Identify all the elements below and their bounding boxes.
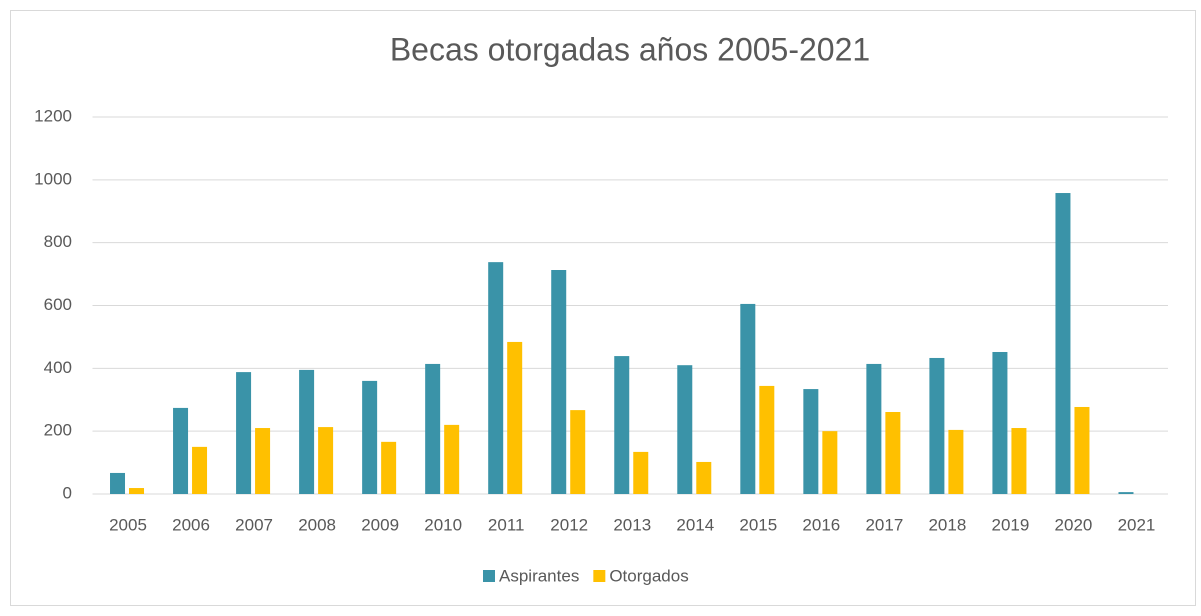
x-tick-label: 2012 — [550, 515, 588, 534]
x-tick-label: 2010 — [424, 515, 462, 534]
bar — [488, 262, 504, 494]
bar — [866, 363, 882, 494]
bar — [992, 351, 1008, 494]
x-tick-label: 2013 — [613, 515, 651, 534]
chart-title: Becas otorgadas años 2005-2021 — [390, 31, 870, 67]
bar — [1074, 406, 1090, 494]
x-tick-label: 2017 — [865, 515, 903, 534]
x-tick-label: 2008 — [298, 515, 336, 534]
bar — [822, 431, 838, 494]
x-tick-label: 2019 — [992, 515, 1030, 534]
x-tick-label: 2005 — [109, 515, 147, 534]
bar — [444, 424, 460, 494]
bar — [677, 365, 693, 494]
bar — [1011, 428, 1027, 494]
bar — [696, 461, 712, 494]
x-tick-label: 2006 — [172, 515, 210, 534]
bar — [362, 380, 378, 494]
x-tick-label: 2016 — [802, 515, 840, 534]
chart-frame — [10, 10, 1196, 606]
bar — [192, 446, 208, 494]
x-tick-label: 2011 — [488, 515, 525, 534]
bar — [1055, 193, 1071, 495]
bar — [173, 407, 189, 494]
x-tick-label: 2020 — [1055, 515, 1093, 534]
bar — [236, 372, 252, 494]
bar — [318, 427, 334, 494]
bar — [1118, 492, 1134, 494]
bar — [633, 451, 649, 494]
legend-swatch — [593, 570, 606, 582]
bar — [759, 385, 775, 494]
x-tick-label: 2009 — [361, 515, 399, 534]
y-tick-label: 400 — [44, 358, 72, 377]
legend-label: Otorgados — [609, 566, 688, 585]
bar — [551, 269, 567, 494]
x-tick-label: 2015 — [739, 515, 777, 534]
bar — [803, 389, 819, 494]
bar — [570, 410, 586, 494]
bar — [381, 441, 397, 494]
y-tick-label: 200 — [44, 421, 72, 440]
bar — [255, 428, 271, 494]
x-tick-label: 2014 — [676, 515, 714, 534]
bar — [740, 303, 756, 494]
bar — [948, 429, 964, 494]
y-tick-label: 800 — [44, 232, 72, 251]
x-tick-label: 2021 — [1118, 515, 1156, 534]
bar — [129, 488, 145, 494]
bar — [929, 357, 945, 494]
x-tick-label: 2018 — [928, 515, 966, 534]
y-tick-label: 600 — [44, 295, 72, 314]
bar — [110, 472, 126, 494]
bar — [507, 341, 523, 494]
legend-swatch — [483, 570, 495, 582]
y-tick-label: 1200 — [34, 106, 72, 125]
bar — [614, 356, 630, 494]
y-tick-label: 0 — [63, 483, 72, 502]
bar — [885, 412, 901, 494]
bar — [299, 369, 315, 494]
bar — [425, 363, 441, 494]
y-tick-label: 1000 — [34, 169, 72, 188]
legend-label: Aspirantes — [499, 566, 579, 585]
x-tick-label: 2007 — [235, 515, 273, 534]
